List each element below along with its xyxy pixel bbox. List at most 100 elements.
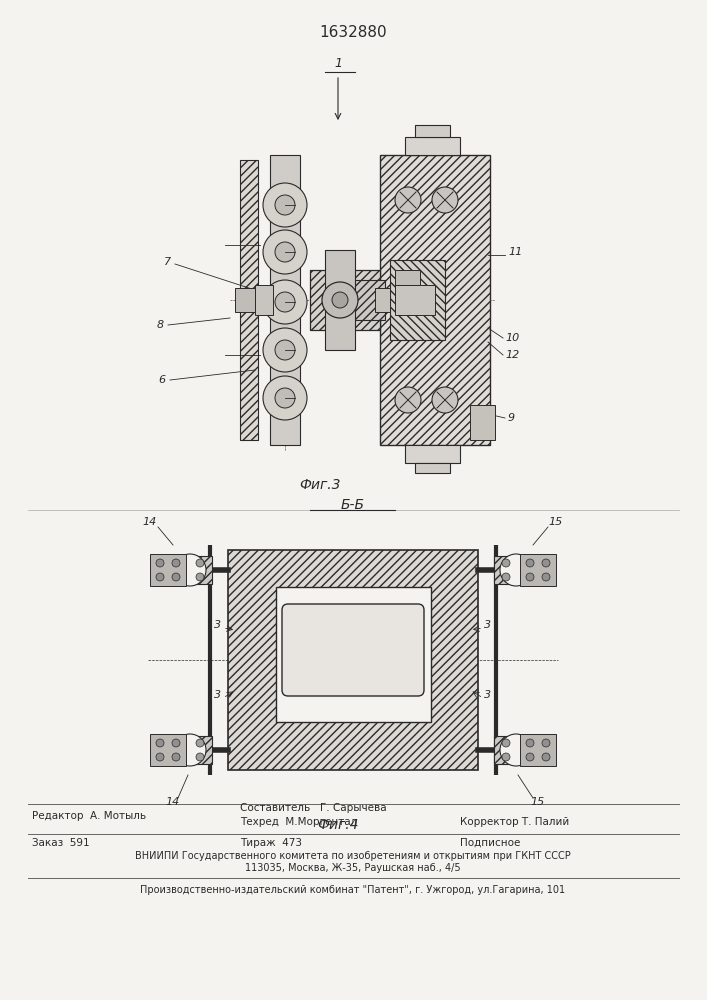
Circle shape: [526, 573, 534, 581]
Bar: [276, 587, 431, 722]
Text: 15: 15: [549, 517, 563, 527]
Circle shape: [172, 739, 180, 747]
Circle shape: [275, 292, 295, 312]
Circle shape: [176, 559, 184, 567]
Circle shape: [263, 280, 307, 324]
Text: Заказ  591: Заказ 591: [32, 838, 90, 848]
Circle shape: [500, 554, 532, 586]
Text: Фиг.4: Фиг.4: [317, 818, 358, 832]
Circle shape: [526, 739, 534, 747]
Circle shape: [263, 328, 307, 372]
Bar: [240, 160, 258, 440]
Circle shape: [395, 187, 421, 213]
Circle shape: [542, 573, 550, 581]
Circle shape: [502, 559, 510, 567]
Circle shape: [172, 573, 180, 581]
Bar: [494, 556, 538, 584]
Circle shape: [332, 292, 348, 308]
Circle shape: [196, 559, 204, 567]
Circle shape: [502, 739, 510, 747]
Circle shape: [176, 573, 184, 581]
Text: 14: 14: [143, 517, 157, 527]
Bar: [415, 463, 450, 473]
Circle shape: [542, 559, 550, 567]
Bar: [470, 405, 495, 440]
Bar: [325, 250, 355, 350]
Circle shape: [500, 734, 532, 766]
Bar: [380, 155, 490, 445]
Circle shape: [522, 559, 530, 567]
Circle shape: [172, 559, 180, 567]
Circle shape: [176, 739, 184, 747]
Text: Производственно-издательский комбинат "Патент", г. Ужгород, ул.Гагарина, 101: Производственно-издательский комбинат "П…: [141, 885, 566, 895]
Bar: [520, 734, 556, 766]
Text: Фиг.3: Фиг.3: [299, 478, 341, 492]
Circle shape: [432, 187, 458, 213]
Circle shape: [263, 183, 307, 227]
Circle shape: [542, 753, 550, 761]
Bar: [270, 155, 300, 445]
Text: Б-Б: Б-Б: [341, 498, 365, 512]
Circle shape: [522, 573, 530, 581]
Circle shape: [172, 753, 180, 761]
Bar: [395, 285, 435, 315]
Text: 7: 7: [165, 257, 172, 267]
Circle shape: [322, 282, 358, 318]
Circle shape: [263, 376, 307, 420]
Text: 6: 6: [158, 375, 165, 385]
Text: Тираж  473: Тираж 473: [240, 838, 302, 848]
Text: 9: 9: [508, 413, 515, 423]
Text: 3: 3: [214, 690, 221, 700]
Bar: [395, 270, 420, 285]
Circle shape: [156, 753, 164, 761]
Circle shape: [174, 734, 206, 766]
Text: Составитель   Г. Сарычева: Составитель Г. Сарычева: [240, 803, 387, 813]
Bar: [255, 285, 273, 315]
Circle shape: [526, 753, 534, 761]
Circle shape: [156, 559, 164, 567]
Circle shape: [174, 554, 206, 586]
Bar: [390, 260, 445, 340]
Bar: [375, 288, 390, 312]
Text: 3: 3: [484, 690, 491, 700]
Text: 113035, Москва, Ж-35, Раушская наб., 4/5: 113035, Москва, Ж-35, Раушская наб., 4/5: [245, 863, 461, 873]
Circle shape: [542, 739, 550, 747]
Text: 15: 15: [531, 797, 545, 807]
Text: Техред  М.Моргентал: Техред М.Моргентал: [240, 817, 357, 827]
Circle shape: [522, 739, 530, 747]
Text: 8: 8: [156, 320, 163, 330]
Circle shape: [526, 559, 534, 567]
Circle shape: [275, 242, 295, 262]
Circle shape: [502, 753, 510, 761]
Bar: [150, 734, 186, 766]
Circle shape: [196, 753, 204, 761]
Bar: [168, 736, 212, 764]
Text: 12: 12: [505, 350, 519, 360]
Circle shape: [275, 195, 295, 215]
Text: Подписное: Подписное: [460, 838, 520, 848]
Circle shape: [196, 573, 204, 581]
Bar: [520, 554, 556, 586]
Text: 14: 14: [166, 797, 180, 807]
Text: 1: 1: [334, 57, 342, 70]
Circle shape: [502, 573, 510, 581]
Bar: [235, 288, 255, 312]
Text: 3: 3: [484, 620, 491, 630]
Bar: [310, 270, 380, 330]
Circle shape: [196, 739, 204, 747]
Bar: [228, 550, 478, 770]
Bar: [415, 125, 450, 137]
Text: Корректор Т. Палий: Корректор Т. Палий: [460, 817, 569, 827]
Text: 1632880: 1632880: [319, 25, 387, 40]
Text: Редактор  А. Мотыль: Редактор А. Мотыль: [32, 811, 146, 821]
Circle shape: [156, 739, 164, 747]
Bar: [168, 556, 212, 584]
Bar: [405, 445, 460, 463]
Circle shape: [156, 573, 164, 581]
Circle shape: [432, 387, 458, 413]
Circle shape: [275, 388, 295, 408]
Circle shape: [522, 753, 530, 761]
Circle shape: [395, 387, 421, 413]
Bar: [494, 736, 538, 764]
Circle shape: [263, 230, 307, 274]
